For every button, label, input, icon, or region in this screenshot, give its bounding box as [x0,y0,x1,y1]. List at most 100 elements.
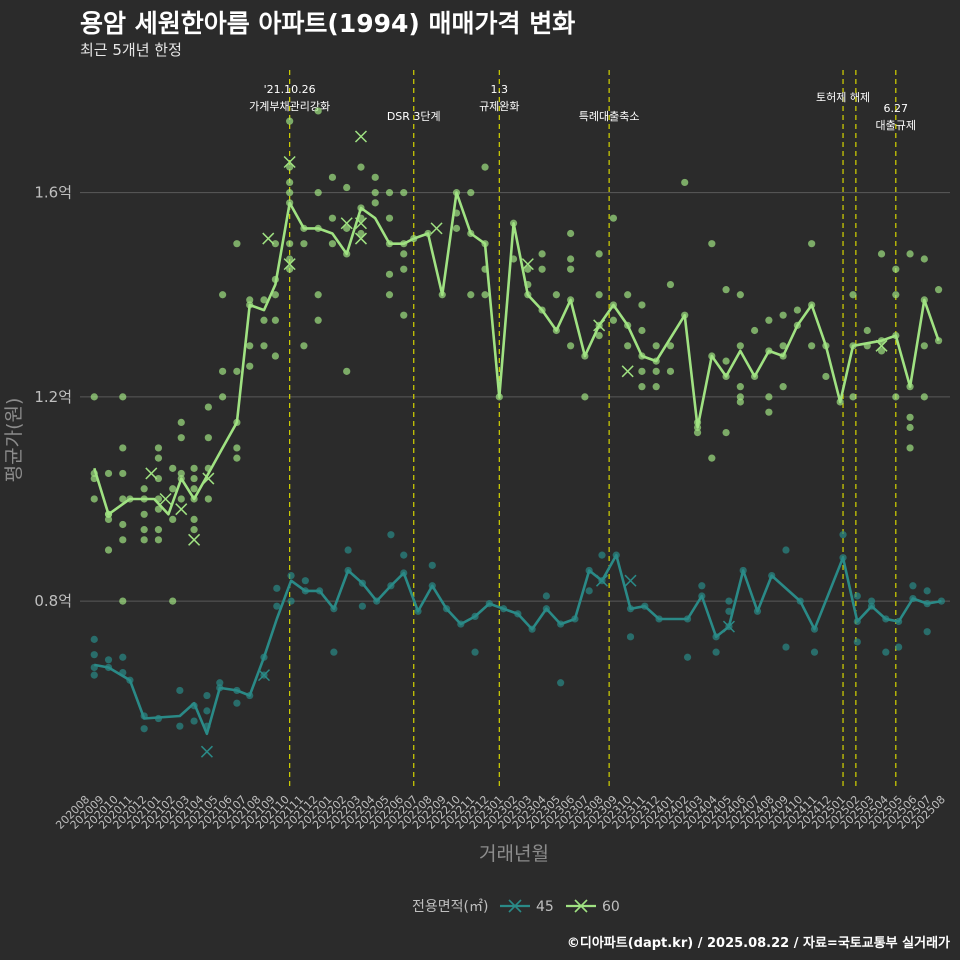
scatter-point-45 [598,551,606,559]
scatter-point-60 [779,342,787,350]
cross-marker-60 [354,217,367,230]
scatter-point-60 [765,393,773,401]
series-line-60 [93,191,940,516]
scatter-point-60 [119,393,127,401]
scatter-point-45 [725,607,733,615]
scatter-point-45 [287,571,295,580]
scatter-point-60 [204,403,212,411]
scatter-point-45 [853,592,861,600]
event-label: 가계부채관리강화 [249,100,330,113]
scatter-point-60 [246,296,254,304]
event-label: DSR 3단계 [387,110,441,123]
cross-marker-60 [521,258,534,271]
scatter-point-60 [190,526,198,534]
scatter-point-45 [273,602,281,610]
scatter-point-60 [808,342,816,350]
scatter-point-45 [428,561,436,569]
scatter-point-60 [271,291,279,299]
scatter-point-45 [782,643,790,651]
scatter-point-60 [90,495,98,503]
scatter-point-60 [119,444,127,452]
scatter-point-60 [343,224,351,232]
scatter-point-45 [90,635,98,643]
scatter-point-60 [751,326,759,335]
chart-subtitle: 최근 5개년 한정 [80,41,182,59]
cross-marker-60 [354,130,367,143]
scatter-point-60 [765,316,773,324]
scatter-point-60 [400,250,408,258]
scatter-point-60 [736,398,744,406]
cross-marker-60 [262,232,275,245]
scatter-point-60 [169,597,177,605]
cross-marker-45 [722,620,735,633]
scatter-point-60 [638,367,646,375]
scatter-point-60 [567,229,575,238]
scatter-point-45 [104,656,113,664]
scatter-point-60 [906,413,914,421]
scatter-point-60 [920,255,928,263]
legend-item-45: 45 [500,899,554,915]
source-caption: ©디아파트(dapt.kr) / 2025.08.22 / 자료=국토교통부 실… [566,936,950,951]
scatter-point-60 [233,444,241,452]
scatter-point-60 [328,214,337,222]
scatter-point-60 [190,485,198,493]
scatter-point-45 [140,725,148,733]
cross-marker-45 [595,574,609,587]
scatter-point-60 [708,454,716,462]
scatter-point-60 [177,469,185,478]
scatter-point-60 [140,526,148,534]
scatter-point-60 [371,199,379,207]
scatter-point-60 [863,326,871,335]
scatter-point-60 [90,393,98,401]
event-label: '21.10.26 [264,83,316,96]
scatter-point-60 [286,265,294,273]
scatter-point-60 [104,546,113,554]
y-tick-label: 1.2억 [34,388,72,406]
legend-title: 전용면적(㎡) [412,899,488,915]
cross-marker-60 [283,155,296,169]
scatter-point-60 [808,240,816,248]
cross-marker-60 [175,503,188,516]
scatter-point-45 [626,633,635,641]
scatter-point-60 [190,464,198,472]
scatter-point-60 [609,316,618,324]
scatter-point-60 [400,311,408,319]
event-label: 대출규제 [876,119,916,132]
scatter-point-45 [557,679,565,687]
event-label: 토허제 해제 [816,90,870,104]
scatter-point-45 [90,671,98,679]
scatter-point-60 [385,270,394,278]
scatter-point-45 [344,546,352,554]
scatter-point-45 [119,653,127,661]
scatter-point-60 [219,393,227,401]
cross-marker-45 [624,574,637,587]
scatter-point-45 [853,638,861,646]
scatter-point-60 [246,362,254,370]
scatter-point-60 [154,444,163,452]
scatter-point-60 [467,291,475,299]
scatter-point-60 [595,250,603,258]
scatter-point-60 [260,342,268,350]
scatter-point-60 [219,291,227,299]
scatter-point-60 [233,454,241,462]
scatter-point-60 [260,316,268,324]
scatter-point-60 [624,342,632,350]
cross-marker-60 [593,319,606,332]
scatter-point-60 [169,515,177,524]
scatter-point-60 [400,189,408,197]
scatter-point-45 [867,597,876,605]
scatter-point-60 [154,526,163,534]
scatter-point-45 [839,531,847,539]
scatter-point-60 [681,178,689,187]
scatter-point-45 [810,648,819,656]
scatter-point-60 [877,347,886,355]
scatter-point-60 [314,291,322,299]
cross-marker-60 [430,222,443,235]
scatter-point-45 [176,722,184,730]
scatter-point-60 [693,429,702,437]
cross-marker-60 [283,258,296,271]
scatter-point-60 [481,163,489,171]
scatter-point-45 [542,592,550,600]
scatter-point-60 [119,495,127,503]
scatter-point-45 [176,686,184,695]
